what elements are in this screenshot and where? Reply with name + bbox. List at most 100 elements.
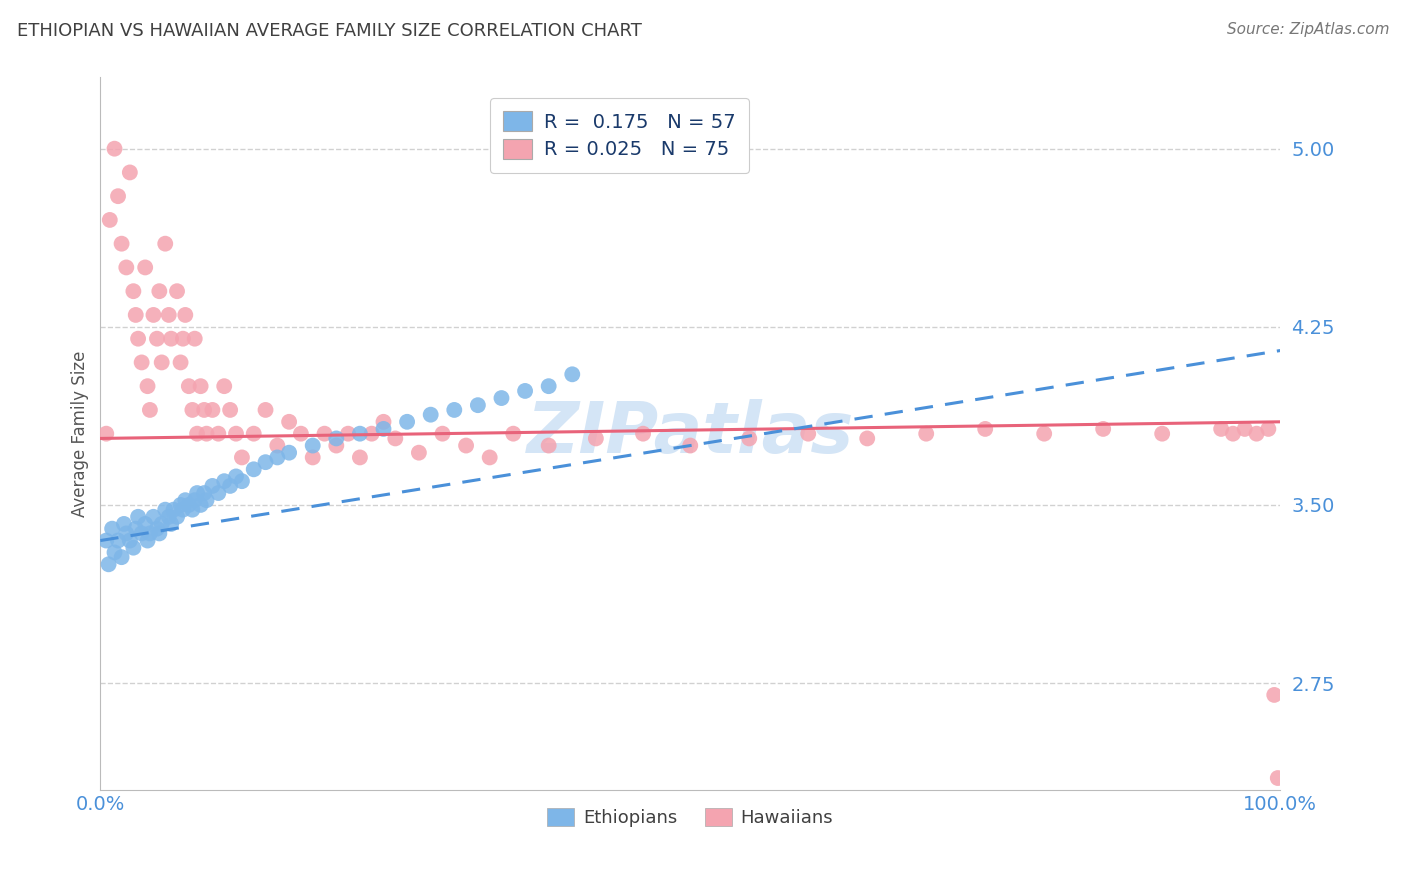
Point [396,415,419,429]
Point [915,426,938,441]
Point [1263,688,1285,702]
Point [491,391,513,405]
Point [103,545,125,559]
Point [212,474,235,488]
Point [419,408,441,422]
Point [1246,426,1268,441]
Point [96,533,118,548]
Point [301,438,323,452]
Point [174,493,197,508]
Point [101,522,124,536]
Point [166,284,188,298]
Point [1092,422,1115,436]
Point [1267,771,1289,785]
Text: Source: ZipAtlas.com: Source: ZipAtlas.com [1226,22,1389,37]
Point [190,498,212,512]
Point [142,509,165,524]
Text: ZIPatlas: ZIPatlas [527,400,853,468]
Point [513,384,536,398]
Point [502,426,524,441]
Point [131,526,153,541]
Point [122,284,145,298]
Point [174,308,197,322]
Point [166,509,188,524]
Point [349,426,371,441]
Point [314,426,336,441]
Point [155,502,177,516]
Point [186,486,208,500]
Y-axis label: Average Family Size: Average Family Size [72,351,89,516]
Point [157,308,180,322]
Point [181,502,204,516]
Point [134,516,156,531]
Point [631,426,654,441]
Point [150,516,173,531]
Point [301,450,323,465]
Point [1222,426,1244,441]
Point [139,403,162,417]
Point [856,432,879,446]
Point [679,438,702,452]
Point [432,426,454,441]
Point [142,308,165,322]
Point [242,462,264,476]
Point [157,509,180,524]
Point [97,558,120,572]
Point [110,550,132,565]
Point [122,541,145,555]
Point [1233,422,1256,436]
Point [266,438,288,452]
Point [254,403,277,417]
Point [467,398,489,412]
Point [325,432,347,446]
Point [107,189,129,203]
Point [1257,422,1279,436]
Point [212,379,235,393]
Point [278,415,301,429]
Point [139,526,162,541]
Point [195,493,218,508]
Point [96,426,118,441]
Point [150,355,173,369]
Point [184,332,207,346]
Point [172,502,194,516]
Point [169,355,191,369]
Point [146,522,169,536]
Point [384,432,406,446]
Point [177,379,200,393]
Point [184,493,207,508]
Point [169,498,191,512]
Point [134,260,156,275]
Point [162,502,184,516]
Point [242,426,264,441]
Point [231,474,253,488]
Point [225,469,247,483]
Point [219,403,242,417]
Point [131,355,153,369]
Point [103,142,125,156]
Point [443,403,465,417]
Point [201,403,224,417]
Point [118,165,141,179]
Text: ETHIOPIAN VS HAWAIIAN AVERAGE FAMILY SIZE CORRELATION CHART: ETHIOPIAN VS HAWAIIAN AVERAGE FAMILY SIZ… [17,22,641,40]
Point [118,533,141,548]
Point [408,445,430,459]
Legend: Ethiopians, Hawaiians: Ethiopians, Hawaiians [540,801,841,834]
Point [148,284,170,298]
Point [974,422,997,436]
Point [160,332,183,346]
Point [193,403,215,417]
Point [125,522,148,536]
Point [181,403,204,417]
Point [325,438,347,452]
Point [195,426,218,441]
Point [337,426,360,441]
Point [231,450,253,465]
Point [155,236,177,251]
Point [160,516,183,531]
Point [127,509,149,524]
Point [585,432,607,446]
Point [186,426,208,441]
Point [112,516,135,531]
Point [225,426,247,441]
